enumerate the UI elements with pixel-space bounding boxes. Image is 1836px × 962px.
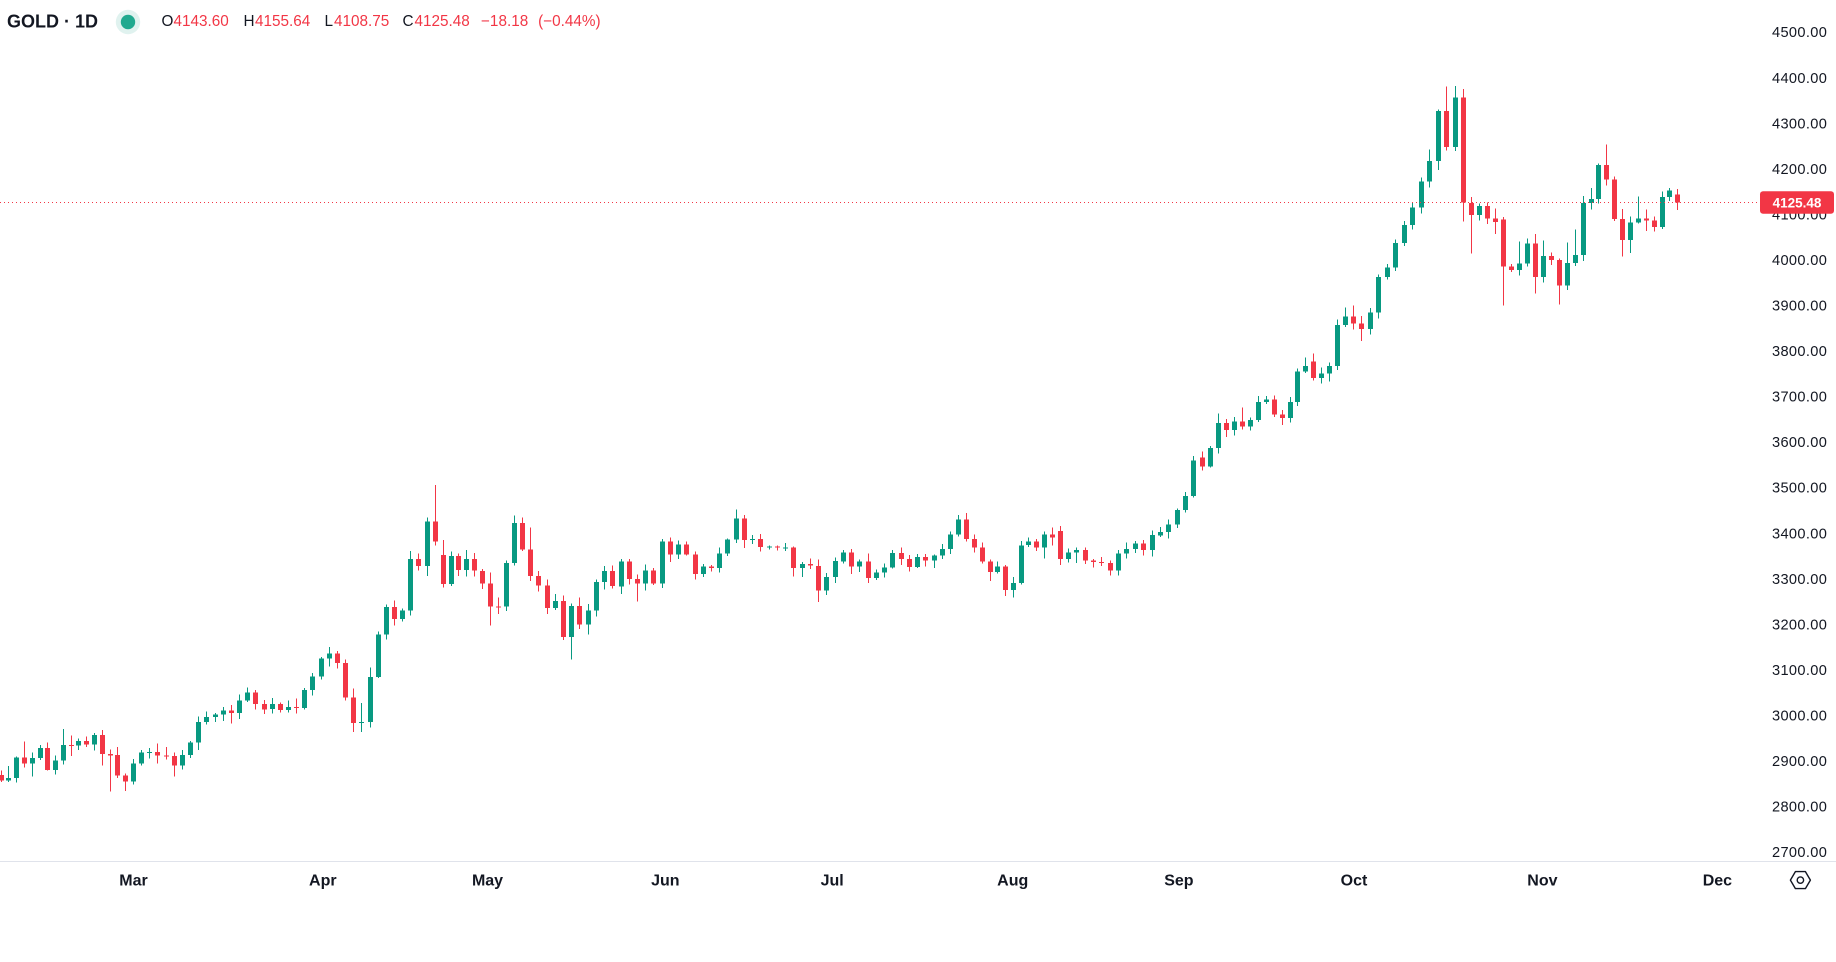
svg-text:Jun: Jun	[651, 873, 679, 890]
svg-text:4000.00: 4000.00	[1772, 253, 1827, 269]
svg-text:2800.00: 2800.00	[1772, 800, 1827, 816]
svg-text:Jul: Jul	[821, 873, 844, 890]
svg-text:3700.00: 3700.00	[1772, 390, 1827, 406]
svg-text:3600.00: 3600.00	[1772, 435, 1827, 451]
svg-text:4125.48: 4125.48	[1773, 195, 1822, 210]
svg-text:Nov: Nov	[1527, 873, 1557, 890]
svg-text:Aug: Aug	[997, 873, 1028, 890]
svg-text:3100.00: 3100.00	[1772, 663, 1827, 679]
svg-text:3300.00: 3300.00	[1772, 572, 1827, 588]
svg-text:4200.00: 4200.00	[1772, 162, 1827, 178]
svg-text:Mar: Mar	[119, 873, 147, 890]
svg-text:Sep: Sep	[1164, 873, 1194, 890]
svg-text:3200.00: 3200.00	[1772, 617, 1827, 633]
svg-text:3000.00: 3000.00	[1772, 709, 1827, 725]
svg-text:3400.00: 3400.00	[1772, 526, 1827, 542]
svg-text:Oct: Oct	[1341, 873, 1368, 890]
svg-text:2900.00: 2900.00	[1772, 754, 1827, 770]
svg-text:GOLD · 1D: GOLD · 1D	[7, 12, 98, 32]
svg-text:May: May	[472, 873, 503, 890]
svg-text:4300.00: 4300.00	[1772, 116, 1827, 132]
svg-text:4500.00: 4500.00	[1772, 25, 1827, 41]
svg-text:4400.00: 4400.00	[1772, 71, 1827, 87]
svg-text:3900.00: 3900.00	[1772, 299, 1827, 315]
svg-text:2700.00: 2700.00	[1772, 845, 1827, 861]
svg-text:Dec: Dec	[1703, 873, 1732, 890]
svg-text:3500.00: 3500.00	[1772, 481, 1827, 497]
svg-text:3800.00: 3800.00	[1772, 344, 1827, 360]
svg-text:Apr: Apr	[309, 873, 337, 890]
